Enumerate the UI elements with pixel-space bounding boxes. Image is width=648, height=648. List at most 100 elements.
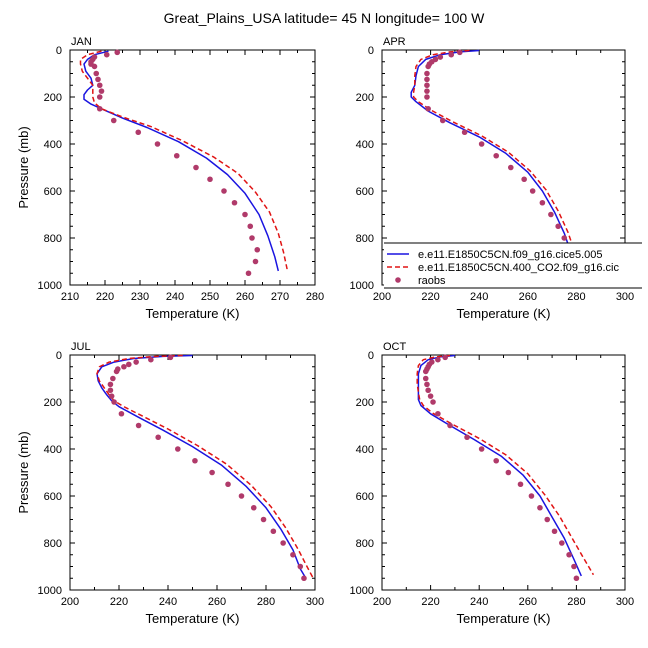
raobs-point bbox=[435, 410, 441, 417]
raobs-point bbox=[507, 164, 514, 171]
legend-label: e.e11.E1850C5CN.400_CO2.f09_g16.cic bbox=[418, 262, 619, 274]
series-line-model-control bbox=[410, 49, 578, 272]
y-axis-label: Pressure (mb) bbox=[16, 431, 31, 513]
legend-label: raobs bbox=[418, 275, 446, 287]
raobs-point bbox=[447, 422, 453, 429]
x-tick-label: 200 bbox=[373, 291, 391, 303]
raobs-point bbox=[537, 504, 543, 511]
series-raobs bbox=[424, 49, 580, 277]
plot-frame bbox=[69, 354, 316, 591]
raobs-point bbox=[155, 434, 161, 441]
raobs-point bbox=[110, 117, 117, 124]
series-line-model-co2 bbox=[412, 49, 581, 270]
raobs-point bbox=[91, 63, 98, 70]
raobs-point bbox=[249, 235, 255, 241]
raobs-point bbox=[430, 399, 436, 405]
y-tick-label: 1000 bbox=[350, 585, 374, 597]
raobs-point bbox=[254, 246, 261, 253]
raobs-point bbox=[425, 63, 431, 70]
legend: e.e11.E1850C5CN.f09_g16.cice5.005e.e11.E… bbox=[384, 242, 642, 289]
raobs-point bbox=[573, 575, 580, 582]
raobs-point bbox=[154, 141, 161, 147]
x-axis-label: Temperature (K) bbox=[457, 611, 551, 626]
raobs-point bbox=[110, 375, 116, 382]
y-tick-label: 800 bbox=[44, 233, 62, 245]
series-line-model-control bbox=[83, 50, 280, 272]
raobs-point bbox=[448, 51, 455, 58]
y-tick-label: 1000 bbox=[38, 585, 62, 597]
raobs-point bbox=[505, 469, 512, 476]
raobs-point bbox=[566, 551, 572, 558]
x-tick-label: 300 bbox=[616, 291, 634, 303]
raobs-point bbox=[93, 70, 100, 77]
raobs-point bbox=[107, 381, 114, 388]
x-tick-label: 200 bbox=[61, 596, 79, 608]
raobs-point bbox=[111, 399, 117, 405]
raobs-point bbox=[225, 481, 231, 488]
panel-jul: JUL 200 220 240 260 280 300 0 200 400 600 800 1000 Te… bbox=[16, 341, 324, 626]
figure-title: Great_Plains_USA latitude= 45 N longitud… bbox=[164, 10, 485, 26]
raobs-point bbox=[521, 176, 527, 183]
series-line-model-control bbox=[96, 354, 306, 578]
y-tick-label: 200 bbox=[356, 92, 374, 104]
x-tick-label: 300 bbox=[306, 596, 324, 608]
raobs-point bbox=[148, 356, 154, 363]
raobs-point bbox=[478, 141, 485, 147]
raobs-point bbox=[424, 70, 430, 77]
raobs-point bbox=[96, 94, 103, 100]
raobs-point bbox=[544, 516, 551, 523]
raobs-point bbox=[424, 94, 430, 100]
raobs-point bbox=[270, 528, 277, 535]
x-tick-label: 270 bbox=[271, 291, 289, 303]
y-tick-label: 0 bbox=[56, 45, 62, 57]
x-axis-label: Temperature (K) bbox=[146, 611, 240, 626]
raobs-point bbox=[260, 516, 267, 523]
x-tick-label: 280 bbox=[567, 596, 585, 608]
y-tick-label: 200 bbox=[356, 397, 374, 409]
panel-jan: JAN 210 220 230 240 250 260 270 280 0 200 400 600 800… bbox=[16, 36, 324, 321]
raobs-point bbox=[427, 393, 434, 399]
raobs-point bbox=[193, 164, 199, 171]
panel-oct: OCT 200 220 240 260 280 300 0 200 400 600 800 1000 Te… bbox=[350, 341, 635, 626]
raobs-point bbox=[422, 368, 429, 375]
raobs-point bbox=[96, 82, 103, 89]
raobs-point bbox=[548, 211, 554, 218]
raobs-point bbox=[238, 493, 245, 499]
y-tick-label: 200 bbox=[44, 397, 62, 409]
x-tick-label: 240 bbox=[166, 291, 184, 303]
y-tick-label: 600 bbox=[356, 491, 374, 503]
x-tick-label: 220 bbox=[421, 291, 439, 303]
y-tick-label: 0 bbox=[368, 45, 374, 57]
x-tick-label: 260 bbox=[519, 291, 537, 303]
raobs-point bbox=[231, 199, 238, 206]
x-tick-label: 230 bbox=[131, 291, 149, 303]
raobs-point bbox=[539, 199, 546, 206]
panel-title: JUL bbox=[71, 341, 91, 353]
raobs-point bbox=[442, 354, 448, 361]
raobs-point bbox=[135, 129, 142, 136]
raobs-point bbox=[107, 387, 114, 394]
raobs-point bbox=[555, 223, 561, 230]
series-raobs bbox=[107, 354, 307, 582]
raobs-point bbox=[121, 363, 127, 370]
y-tick-label: 0 bbox=[56, 350, 62, 362]
raobs-point bbox=[439, 117, 446, 124]
raobs-point bbox=[245, 270, 252, 277]
raobs-point bbox=[133, 359, 139, 365]
x-tick-label: 260 bbox=[519, 596, 537, 608]
raobs-point bbox=[175, 446, 181, 452]
y-tick-label: 1000 bbox=[38, 280, 62, 292]
raobs-point bbox=[114, 49, 121, 56]
panel-title: APR bbox=[383, 36, 406, 48]
raobs-point bbox=[280, 540, 286, 546]
raobs-point bbox=[126, 361, 132, 368]
y-tick-label: 400 bbox=[44, 444, 62, 456]
raobs-point bbox=[424, 88, 430, 94]
x-tick-label: 250 bbox=[201, 291, 219, 303]
series-raobs bbox=[88, 49, 261, 277]
raobs-point bbox=[252, 258, 259, 265]
x-tick-label: 240 bbox=[159, 596, 177, 608]
raobs-point bbox=[95, 76, 101, 83]
x-tick-label: 220 bbox=[96, 291, 114, 303]
